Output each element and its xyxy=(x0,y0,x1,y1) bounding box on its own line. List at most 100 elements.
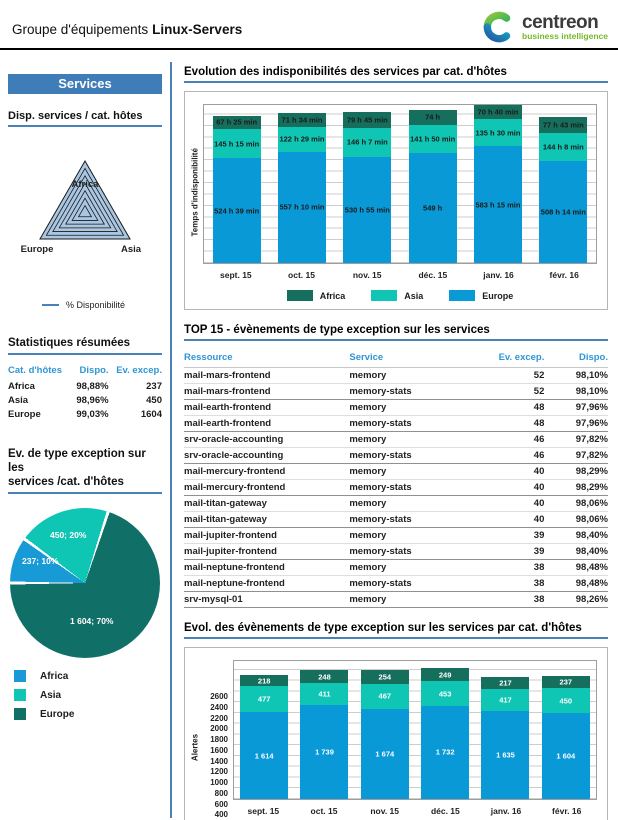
y-tick-label: 1800 xyxy=(210,735,228,745)
top15-row: mail-earth-frontend memory-stats 48 97,96% xyxy=(184,415,608,432)
top15-resource: mail-jupiter-frontend xyxy=(184,543,350,560)
stats-table: Cat. d'hôtes Dispo. Ev. excep. Africa 98,88%… xyxy=(8,365,162,421)
sidebar: Services Disp. services / cat. hôtes Afr… xyxy=(0,62,172,818)
top15-availability: 98,06% xyxy=(544,495,608,512)
x-tick-label: oct. 15 xyxy=(288,270,315,280)
top15-col-header: Ev. excep. xyxy=(489,349,545,368)
stats-cell: 99,03% xyxy=(76,408,109,420)
pie-section-title: Ev. de type exception sur les services /… xyxy=(8,447,162,494)
y-tick-label: 600 xyxy=(214,799,228,809)
top15-availability: 97,82% xyxy=(544,431,608,448)
y-tick-label: 2600 xyxy=(210,692,228,701)
bar-value-label: 67 h 25 min xyxy=(216,117,258,127)
pie-chart: 237; 10% 450; 20% 1 604; 70% xyxy=(10,508,160,658)
top15-events: 40 xyxy=(489,511,545,528)
top15-availability: 98,10% xyxy=(544,383,608,400)
top15-events: 40 xyxy=(489,479,545,496)
bar-value-label: 1 614 xyxy=(254,751,274,761)
bar-value-label: 1 635 xyxy=(496,750,515,760)
stacked-bar: 557 h 10 min 122 h 29 min 71 h 34 min xyxy=(269,112,334,263)
logo-brand: centreon xyxy=(522,11,599,33)
bar-value-label: 450 xyxy=(559,696,573,706)
top15-service: memory-stats xyxy=(349,511,490,528)
bar-segment-africa: 79 h 45 min xyxy=(343,111,392,128)
bar-segment-europe: 549 h xyxy=(408,153,457,263)
x-tick-label: nov. 15 xyxy=(370,806,400,816)
bar-value-label: 141 h 50 min xyxy=(410,134,456,144)
pie-legend-item-europe: Europe xyxy=(14,708,162,720)
pie-slice-label-asia: 450; 20% xyxy=(50,530,87,540)
bar-segment-asia: 450 xyxy=(541,688,590,713)
top15-row: mail-earth-frontend memory 48 97,96% xyxy=(184,399,608,416)
top15-service: memory-stats xyxy=(349,415,490,432)
top15-resource: mail-neptune-frontend xyxy=(184,559,350,576)
page-title: Groupe d'équipements Linux-Servers xyxy=(12,22,242,37)
top15-service: memory-stats xyxy=(349,479,490,496)
chart-legend: Africa Asia Europe xyxy=(203,290,597,301)
top15-availability: 97,96% xyxy=(544,399,608,416)
pie-slice-label-africa: 237; 10% xyxy=(22,556,59,566)
bar-value-label: 453 xyxy=(438,689,452,699)
bar-segment-africa: 254 xyxy=(360,670,409,684)
top15-resource: srv-oracle-accounting xyxy=(184,447,350,464)
group-label: Groupe d'équipements xyxy=(12,22,149,37)
bar-value-label: 477 xyxy=(257,694,271,704)
bar-value-label: 467 xyxy=(378,691,392,701)
pie-legend-item-africa: Africa xyxy=(14,670,162,682)
bar-segment-asia: 477 xyxy=(240,686,289,713)
stacked-bar: 1 674 467 254 xyxy=(355,670,415,799)
stats-cell: Europe xyxy=(8,408,41,420)
top15-resource: mail-earth-frontend xyxy=(184,399,350,416)
top15-resource: mail-mars-frontend xyxy=(184,367,350,384)
x-tick-label: sept. 15 xyxy=(247,806,280,816)
top15-service: memory xyxy=(349,559,490,576)
top15-row: mail-mercury-frontend memory-stats 40 98,29… xyxy=(184,479,608,496)
top15-events: 39 xyxy=(489,543,545,560)
bar-value-label: 217 xyxy=(499,678,512,688)
y-axis-label: Temps d'indisponibilité xyxy=(190,147,200,236)
exceptions-bar-chart: Alertes020040060080010001200140016001800… xyxy=(184,647,608,820)
stats-cell: 98,88% xyxy=(76,380,109,392)
logo-tagline: business intelligence xyxy=(522,30,608,41)
bar-value-label: 79 h 45 min xyxy=(346,115,388,125)
bar-value-label: 135 h 30 min xyxy=(475,128,521,138)
legend-swatch-icon xyxy=(371,290,398,301)
bar-segment-asia: 146 h 7 min xyxy=(343,127,392,157)
legend-line-icon xyxy=(42,304,59,306)
legend-swatch-icon xyxy=(14,708,26,720)
stats-col-header: Ev. excep. xyxy=(116,365,162,376)
bar-value-label: 508 h 14 min xyxy=(540,207,586,217)
bar-segment-africa: 218 xyxy=(240,674,289,687)
stats-col-header: Dispo. xyxy=(79,365,109,376)
plot-area: 1 614 477 218 1 739 411 248 1 674 467 254 1 732 45… xyxy=(233,660,597,800)
bar-value-label: 144 h 8 min xyxy=(542,142,584,152)
bar-value-label: 74 h xyxy=(425,112,441,122)
legend-item-europe: Europe xyxy=(449,290,513,301)
x-tick-label: janv. 16 xyxy=(483,270,514,280)
top15-events: 46 xyxy=(489,431,545,448)
radar-svg: Africa Europe Asia xyxy=(21,159,142,255)
y-tick-label: 2200 xyxy=(210,713,228,723)
bar-value-label: 218 xyxy=(257,676,271,686)
stacked-bar: 1 604 450 237 xyxy=(536,675,596,799)
bar-segment-europe: 557 h 10 min xyxy=(277,151,326,263)
section1-title: Evolution des indisponibilités des servi… xyxy=(184,66,608,83)
stats-row: Europe 99,03% 1604 xyxy=(8,407,162,421)
bar-segment-europe: 583 h 15 min xyxy=(473,146,522,263)
y-tick-label: 1400 xyxy=(210,756,228,766)
x-tick-label: févr. 16 xyxy=(549,270,579,280)
top15-col-header: Ressource xyxy=(184,349,350,368)
legend-item-africa: Africa xyxy=(286,290,345,301)
top15-col-header: Service xyxy=(349,349,490,368)
bar-value-label: 1 732 xyxy=(435,747,455,757)
top15-availability: 97,96% xyxy=(544,415,608,432)
stats-cell: Africa xyxy=(8,380,35,392)
top15-availability: 98,40% xyxy=(544,543,608,560)
main-column: Evolution des indisponibilités des servi… xyxy=(172,50,618,820)
bar-value-label: 145 h 15 min xyxy=(214,139,260,149)
bars: 1 614 477 218 1 739 411 248 1 674 467 254 1 732 45… xyxy=(234,661,596,799)
radar-label-asia: Asia xyxy=(121,244,142,255)
stacked-bar: 1 739 411 248 xyxy=(294,669,354,799)
top15-row: mail-mercury-frontend memory 40 98,29% xyxy=(184,463,608,480)
stacked-bar: 1 614 477 218 xyxy=(234,674,294,799)
